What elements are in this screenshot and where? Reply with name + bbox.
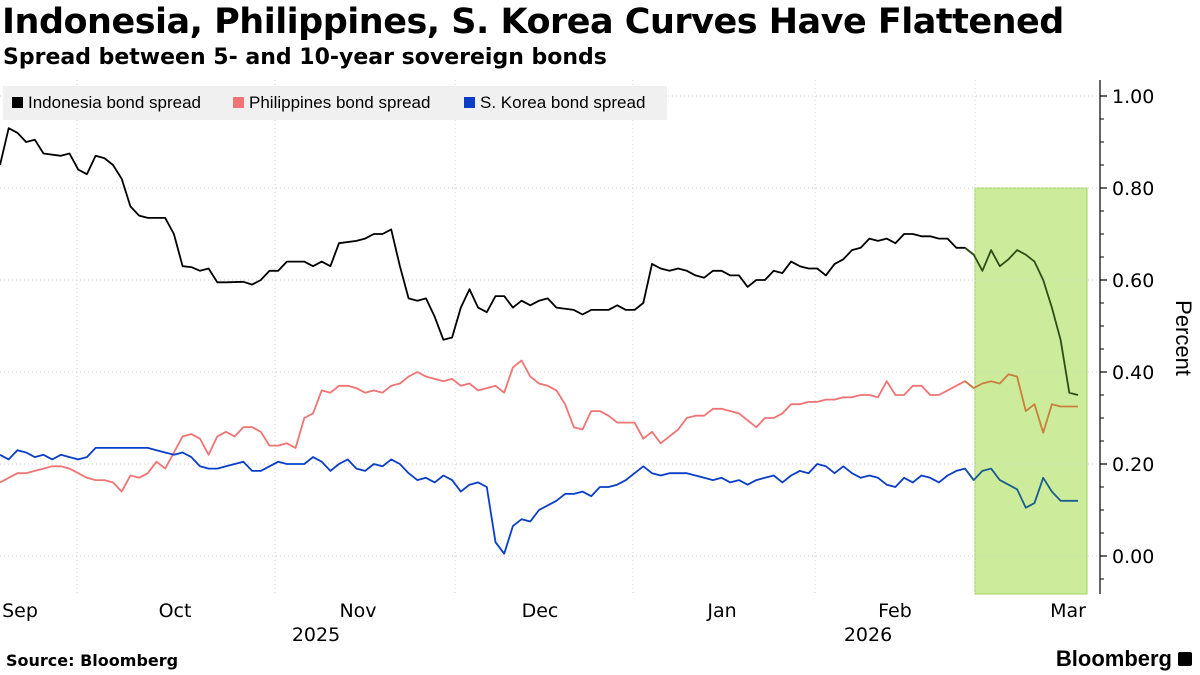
y-tick-label-4: 0.80 [1112,178,1154,200]
legend-label-1: Philippines bond spread [249,93,430,112]
chart-title: Indonesia, Philippines, S. Korea Curves … [2,2,1064,42]
x-tick-label-4: Jan [706,600,736,622]
bloomberg-logo: Bloomberg [1056,646,1192,672]
bloomberg-icon [1178,652,1192,666]
x-year-label-1: 2026 [844,624,892,646]
series-line-0 [0,127,975,341]
y-axis-label: Percent [1171,300,1196,376]
series-line-highlight-1 [964,373,1078,434]
series-line-highlight-0 [964,247,1079,396]
series-line-1 [0,359,975,493]
legend-swatch-2 [464,97,475,108]
y-tick-label-2: 0.40 [1112,362,1154,384]
series-line-highlight-2 [964,467,1078,509]
x-tick-label-6: Mar [1050,600,1086,622]
axes: 0.00 0.20 0.40 0.60 0.80 1.00 Percent Sep Oct Nov… [2,80,1196,646]
y-tick-label-5: 1.00 [1112,86,1154,108]
x-tick-label-2: Nov [339,600,376,622]
legend: Indonesia bond spread Philippines bond sp… [3,86,667,120]
gridlines [0,80,1100,594]
x-year-label-0: 2025 [292,624,340,646]
legend-swatch-1 [233,97,244,108]
x-tick-label-5: Feb [878,600,912,622]
highlight-region [974,187,1088,595]
series-lines [0,127,1079,555]
brand-name: Bloomberg [1055,646,1172,671]
legend-label-0: Indonesia bond spread [28,93,201,112]
legend-background [3,86,667,120]
series-line-2 [0,447,975,555]
x-tick-label-0: Sep [2,600,38,622]
legend-label-2: S. Korea bond spread [480,93,645,112]
x-tick-label-1: Oct [159,600,192,622]
y-tick-label-3: 0.60 [1112,270,1154,292]
y-tick-label-0: 0.00 [1112,546,1154,568]
x-tick-label-3: Dec [522,600,559,622]
y-tick-label-1: 0.20 [1112,454,1154,476]
highlight-region-group [974,187,1088,595]
chart-subtitle: Spread between 5- and 10-year sovereign … [3,45,607,70]
legend-swatch-0 [12,97,23,108]
source-note: Source: Bloomberg [6,651,179,670]
